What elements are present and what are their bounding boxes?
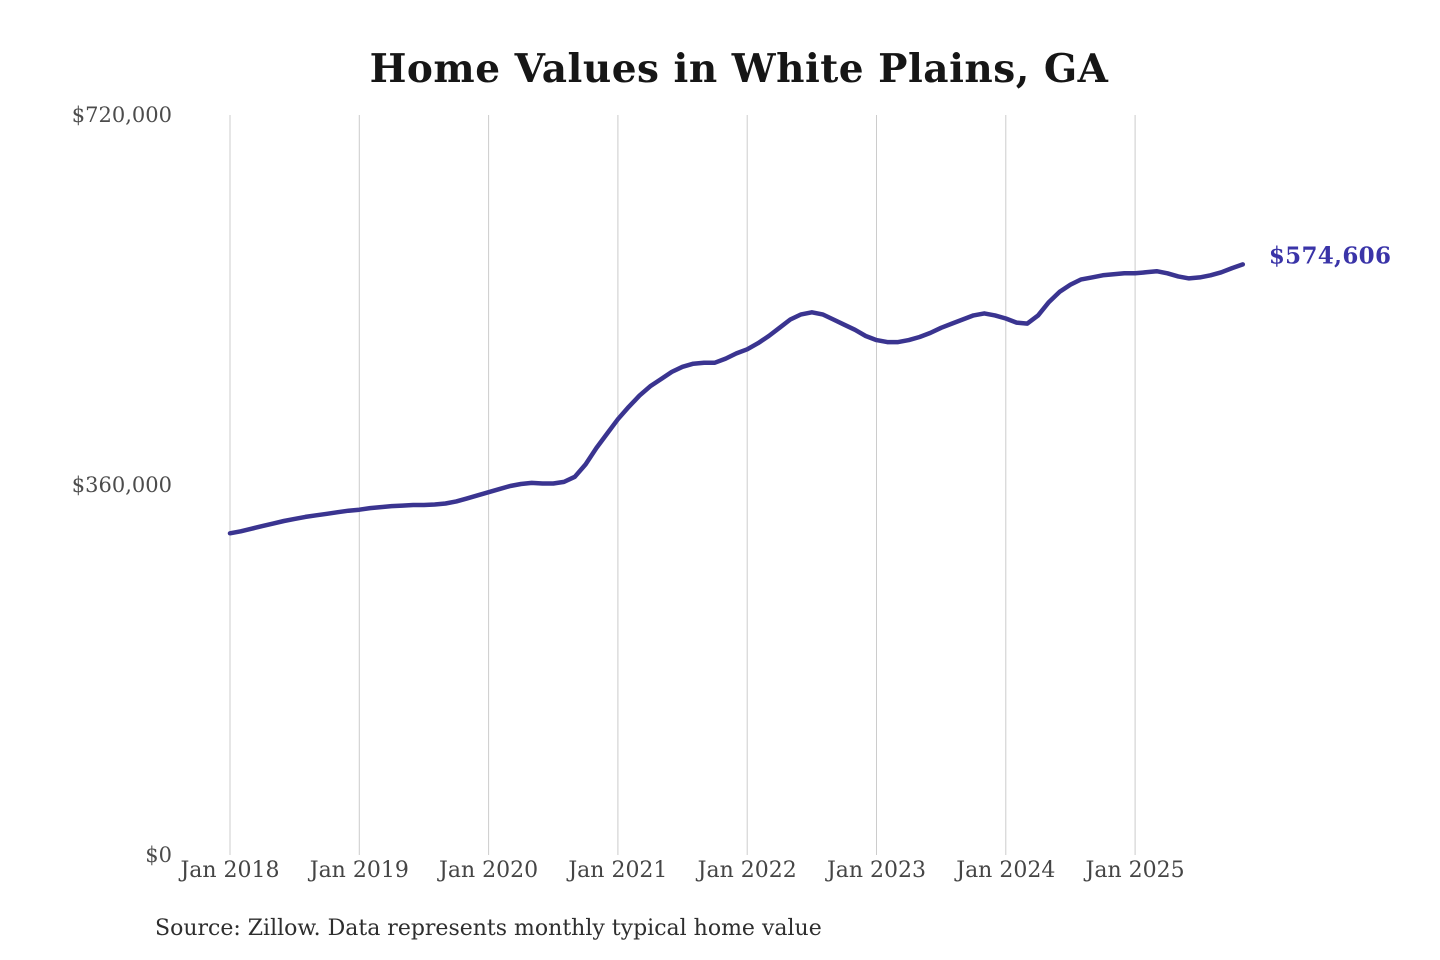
latest-value-label: $574,606 (1268, 242, 1392, 270)
source-note: Source: Zillow. Data represents monthly … (155, 916, 822, 941)
x-axis-tick-jan-2025: Jan 2025 (1085, 858, 1185, 883)
x-axis-tick-jan-2019: Jan 2019 (309, 858, 409, 883)
y-axis-tick-0: $0 (145, 843, 172, 867)
x-axis-tick-jan-2022: Jan 2022 (697, 858, 797, 883)
x-axis-tick-jan-2023: Jan 2023 (826, 858, 927, 883)
home-value-line (227, 262, 1246, 536)
x-axis-tick-jan-2024: Jan 2024 (956, 858, 1056, 883)
y-axis-tick-720000: $720,000 (71, 103, 172, 127)
chart-title: Home Values in White Plains, GA (369, 46, 1109, 92)
x-axis-tick-jan-2021: Jan 2021 (568, 858, 668, 883)
y-axis-tick-360000: $360,000 (71, 473, 172, 497)
x-axis-tick-jan-2018: Jan 2018 (180, 858, 280, 883)
x-axis-tick-jan-2020: Jan 2020 (439, 858, 539, 883)
